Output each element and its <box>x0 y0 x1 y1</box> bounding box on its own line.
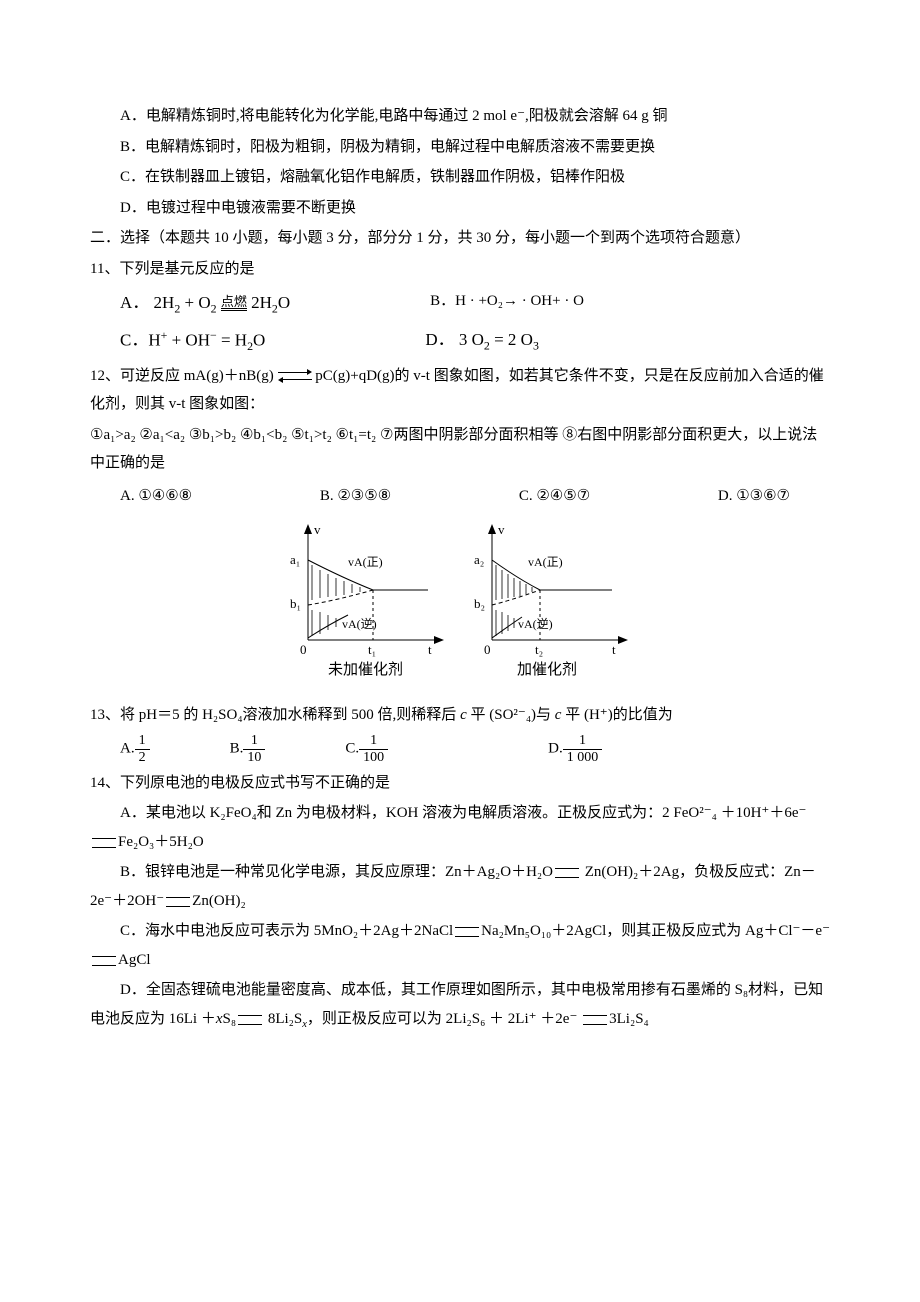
q12-graph-left: a₁ b₁ t₁ t 0 v vA(正) vA(逆) 未加催化剂 <box>278 520 458 680</box>
eq-icon <box>238 1015 262 1025</box>
q14-opt-b: B．银锌电池是一种常见化学电源，其反应原理：Zn＋Ag₂O＋H₂O Zn(OH)… <box>90 858 830 915</box>
equilibrium-arrow-icon <box>278 370 312 382</box>
opt-a: A．电解精炼铜时,将电能转化为化学能,电路中每通过 2 mol e⁻,阳极就会溶… <box>90 102 830 131</box>
q12-stem-2: ①a₁>a₂ ②a₁<a₂ ③b₁>b₂ ④b₁<b₂ ⑤t₁>t₂ ⑥t₁=t… <box>90 421 830 478</box>
dianran-icon: 点燃 <box>221 295 247 314</box>
svg-text:0: 0 <box>484 642 491 657</box>
svg-text:未加催化剂: 未加催化剂 <box>328 661 403 678</box>
eq-icon <box>455 927 479 937</box>
q14-opt-d: D．全固态锂硫电池能量密度高、成本低，其工作原理如图所示，其中电极常用掺有石墨烯… <box>90 976 830 1034</box>
opt-c: C．在铁制器皿上镀铝，熔融氧化铝作电解质，铁制器皿作阴极，铝棒作阳极 <box>90 163 830 192</box>
q11-stem: 11、下列是基元反应的是 <box>90 255 830 284</box>
q13-opt-b: B.110 <box>230 733 266 765</box>
q12-opt-d: D. ①③⑥⑦ <box>718 482 790 511</box>
opt-b: B．电解精炼铜时，阳极为粗铜，阴极为精铜，电解过程中电解质溶液不需要更换 <box>90 133 830 162</box>
svg-text:0: 0 <box>300 642 307 657</box>
q13-options: A.12 B.110 C.1100 D.11 000 <box>120 733 830 765</box>
svg-text:t₁: t₁ <box>368 642 376 657</box>
eq-icon <box>92 838 116 848</box>
svg-text:t₂: t₂ <box>535 642 543 657</box>
svg-text:vA(正): vA(正) <box>348 555 383 569</box>
q12-stem: 12、可逆反应 mA(g)＋nB(g) pC(g)+qD(g)的 v-t 图象如… <box>90 362 830 419</box>
q12-opt-a: A. ①④⑥⑧ <box>120 482 192 511</box>
section-2-heading: 二．选择（本题共 10 小题，每小题 3 分，部分分 1 分，共 30 分，每小… <box>90 224 830 253</box>
q11-opt-b: B．H · +O₂→ · OH+ · O <box>430 287 584 320</box>
q12-opt-b: B. ②③⑤⑧ <box>320 482 391 511</box>
eq-icon <box>166 897 190 907</box>
q12-opt-c: C. ②④⑤⑦ <box>519 482 590 511</box>
q14-opt-a: A．某电池以 K₂FeO₄和 Zn 为电极材料，KOH 溶液为电解质溶液。正极反… <box>90 799 830 856</box>
q11-opt-a: A． 2H2 + O2 点燃 2H2O <box>120 287 290 320</box>
svg-text:b₂: b₂ <box>474 596 485 611</box>
opt-d: D．电镀过程中电镀液需要不断更换 <box>90 194 830 223</box>
q11-opt-c: C．H+ + OH− = H2O <box>120 324 265 358</box>
svg-text:v: v <box>314 522 321 537</box>
q11-options-2: C．H+ + OH− = H2O D． 3 O2 = 2 O3 <box>120 324 830 358</box>
svg-text:加催化剂: 加催化剂 <box>517 661 577 678</box>
svg-text:b₁: b₁ <box>290 596 301 611</box>
svg-text:t: t <box>612 642 616 657</box>
svg-text:vA(逆): vA(逆) <box>518 616 553 631</box>
svg-text:v: v <box>498 522 505 537</box>
eq-icon <box>92 956 116 966</box>
q12-graph-right: a₂ b₂ t₂ t 0 v vA(正) vA(逆) 加催化剂 <box>462 520 642 680</box>
q11-options: A． 2H2 + O2 点燃 2H2O B．H · +O₂→ · OH+ · O <box>120 287 830 320</box>
q11-opt-d: D． 3 O2 = 2 O3 <box>425 324 539 358</box>
q14-opt-c: C．海水中电池反应可表示为 5MnO₂＋2Ag＋2NaClNa₂Mn₅O₁₀＋2… <box>90 917 830 974</box>
q13-opt-c: C.1100 <box>345 733 388 765</box>
svg-text:a₁: a₁ <box>290 552 300 567</box>
q13-stem: 13、将 pH＝5 的 H₂SO₄溶液加水稀释到 500 倍,则稀释后 c 平 … <box>90 701 830 730</box>
svg-text:t: t <box>428 642 432 657</box>
q12-graphs: a₁ b₁ t₁ t 0 v vA(正) vA(逆) 未加催化剂 a₂ b₂ t… <box>90 520 830 691</box>
eq-icon <box>555 868 579 878</box>
svg-text:a₂: a₂ <box>474 552 484 567</box>
q13-opt-d: D.11 000 <box>548 733 602 765</box>
q14-stem: 14、下列原电池的电极反应式书写不正确的是 <box>90 769 830 798</box>
eq-icon <box>583 1015 607 1025</box>
q13-opt-a: A.12 <box>120 733 150 765</box>
svg-text:vA(正): vA(正) <box>528 555 563 569</box>
svg-text:vA(逆): vA(逆) <box>342 616 377 631</box>
q12-options: A. ①④⑥⑧ B. ②③⑤⑧ C. ②④⑤⑦ D. ①③⑥⑦ <box>120 482 790 511</box>
